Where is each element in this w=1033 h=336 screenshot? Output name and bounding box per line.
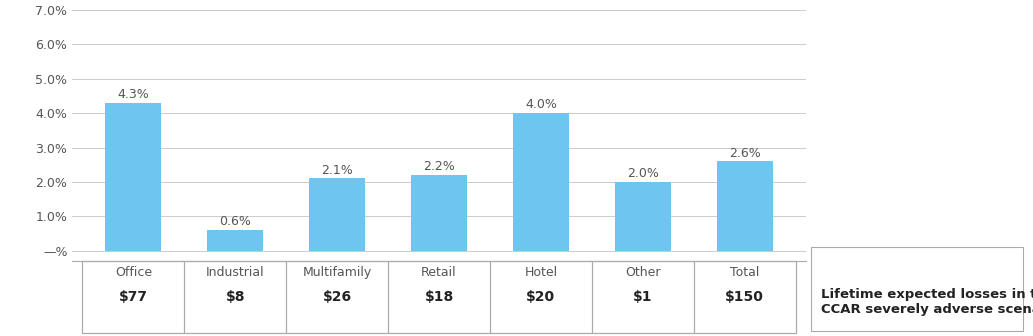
Text: 2.0%: 2.0% [627, 167, 659, 180]
Bar [592, 261, 694, 333]
Text: $1: $1 [633, 290, 653, 304]
Bar [83, 261, 184, 333]
Bar [694, 261, 795, 333]
Bar [512, 113, 569, 251]
Text: 2.1%: 2.1% [321, 164, 353, 177]
Bar [208, 230, 263, 251]
Bar [309, 178, 366, 251]
Text: $77: $77 [119, 290, 148, 304]
Text: 2.6%: 2.6% [728, 146, 760, 160]
Text: $20: $20 [527, 290, 556, 304]
Bar [411, 175, 467, 251]
Bar [105, 103, 161, 251]
Text: 0.6%: 0.6% [219, 215, 251, 228]
Text: Lifetime expected losses in the
CCAR severely adverse scenario: Lifetime expected losses in the CCAR sev… [821, 288, 1033, 317]
Text: $150: $150 [725, 290, 764, 304]
Bar [490, 261, 592, 333]
Text: 4.3%: 4.3% [118, 88, 150, 101]
Bar [615, 182, 670, 251]
Bar [717, 161, 773, 251]
Text: 2.2%: 2.2% [424, 160, 455, 173]
Text: $26: $26 [322, 290, 351, 304]
Bar [286, 261, 388, 333]
Text: $18: $18 [425, 290, 453, 304]
Text: 4.0%: 4.0% [525, 98, 557, 112]
Bar [388, 261, 490, 333]
Text: $8: $8 [225, 290, 245, 304]
Bar [184, 261, 286, 333]
